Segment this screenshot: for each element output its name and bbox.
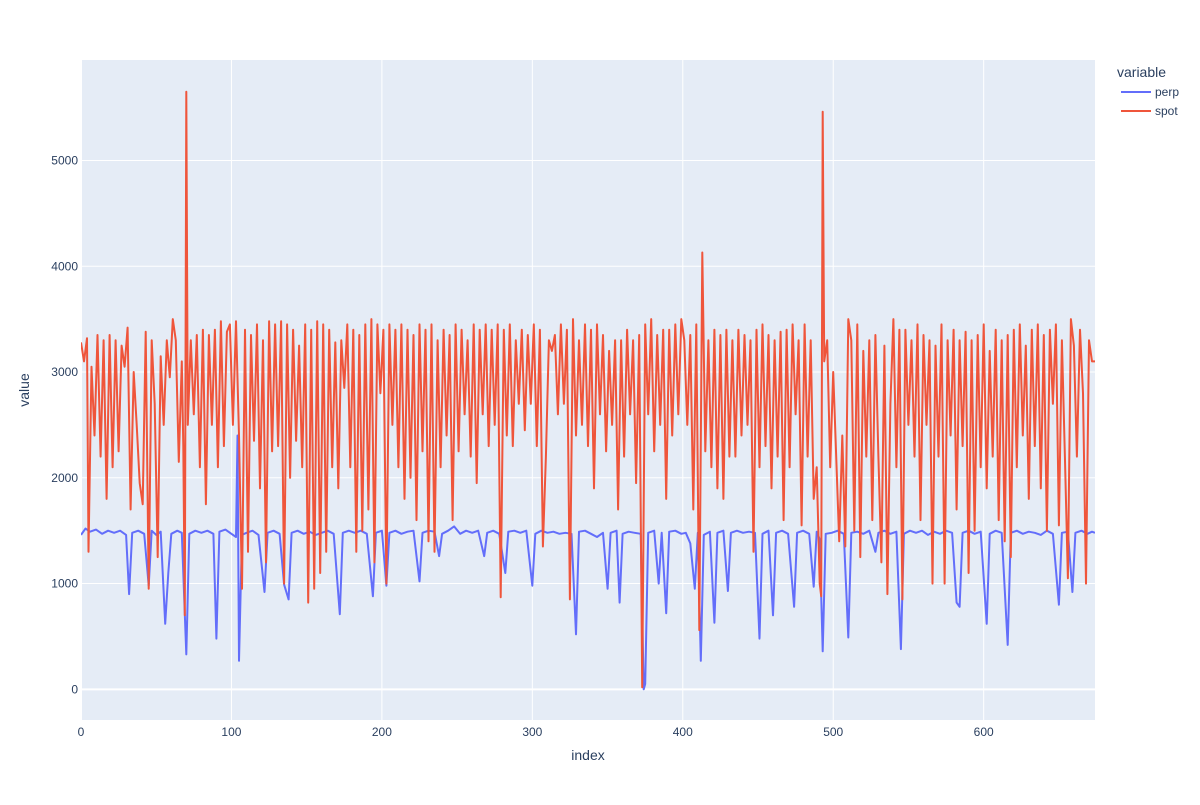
x-tick-label: 0 — [78, 725, 85, 739]
x-tick-label: 100 — [221, 725, 241, 739]
y-tick-label: 2000 — [51, 471, 78, 485]
legend-item-perp[interactable]: perp — [1121, 85, 1179, 99]
series-line-perp — [81, 434, 1095, 691]
legend-title: variable — [1117, 64, 1166, 80]
x-tick-label: 200 — [372, 725, 392, 739]
y-tick-label: 0 — [71, 682, 78, 696]
legend-item-spot[interactable]: spot — [1121, 104, 1178, 118]
x-axis-title: index — [571, 747, 604, 763]
series-lines — [81, 90, 1095, 691]
x-tick-label: 500 — [823, 725, 843, 739]
y-tick-label: 4000 — [51, 259, 78, 273]
legend-label: spot — [1155, 104, 1178, 118]
legend: variable perp spot — [1117, 64, 1179, 118]
y-axis-title: value — [16, 373, 32, 407]
x-tick-label: 600 — [974, 725, 994, 739]
x-tick-label: 300 — [522, 725, 542, 739]
y-axis-ticks: 0 1000 2000 3000 4000 5000 — [51, 153, 78, 696]
series-line-spot — [81, 90, 1095, 689]
y-tick-label: 5000 — [51, 153, 78, 167]
x-axis-ticks: 0 100 200 300 400 500 600 — [78, 725, 994, 739]
x-tick-label: 400 — [673, 725, 693, 739]
y-tick-label: 1000 — [51, 577, 78, 591]
legend-label: perp — [1155, 85, 1179, 99]
y-tick-label: 3000 — [51, 365, 78, 379]
